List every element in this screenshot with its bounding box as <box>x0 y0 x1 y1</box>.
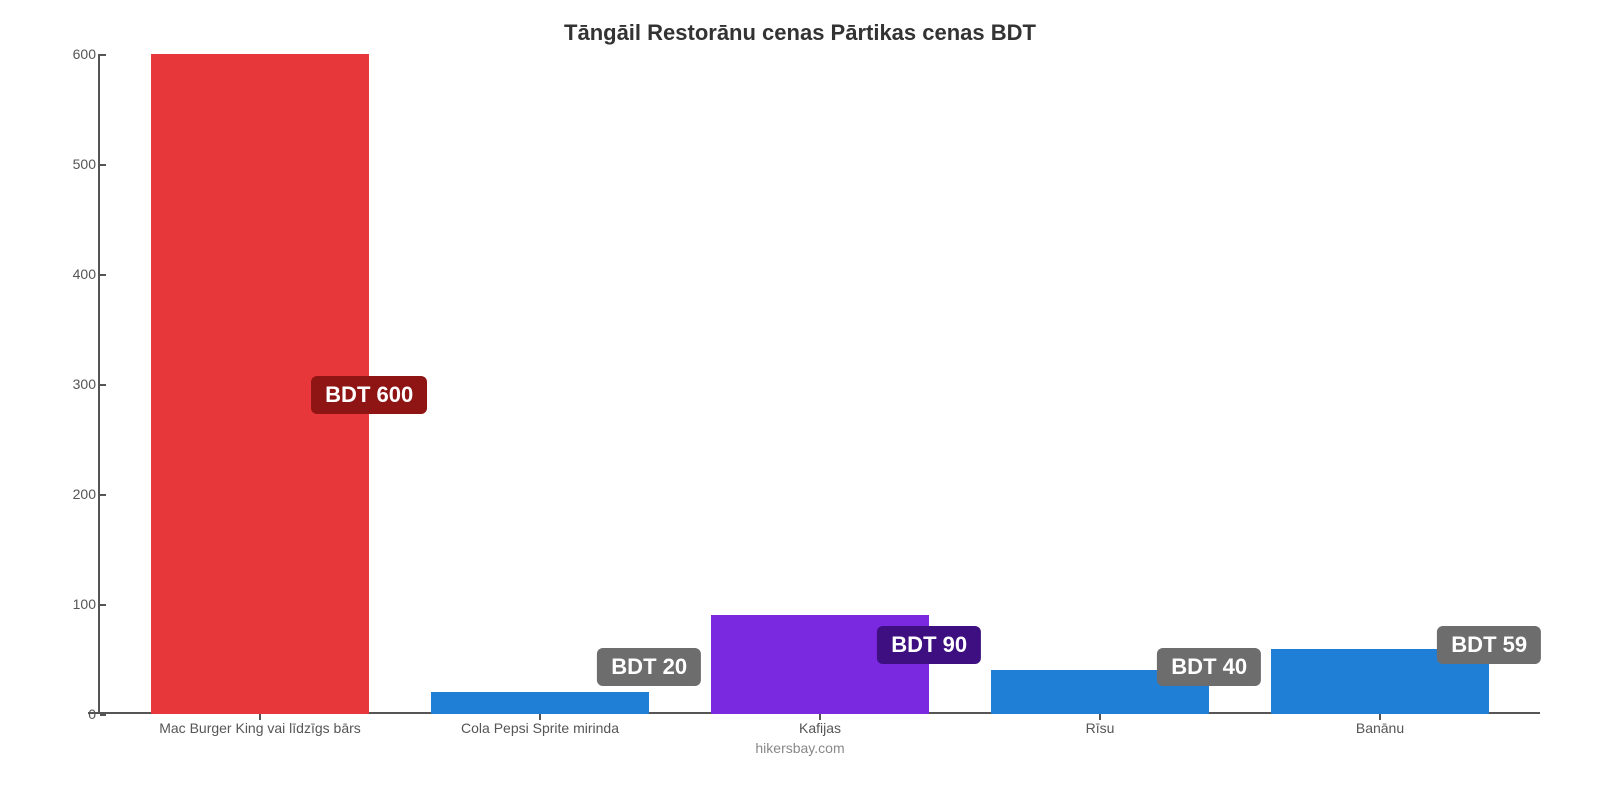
y-tick-label: 100 <box>50 596 96 612</box>
x-axis-label: Rīsu <box>960 720 1240 736</box>
x-tick <box>1379 714 1381 720</box>
attribution-text: hikersbay.com <box>40 740 1560 756</box>
bar-value-badge: BDT 20 <box>597 648 701 686</box>
chart-plot-area: BDT 600BDT 20BDT 90BDT 40BDT 59 01002003… <box>100 54 1540 714</box>
bar-value-badge: BDT 600 <box>311 376 427 414</box>
bar: BDT 40 <box>991 670 1209 714</box>
chart-title: Tāngāil Restorānu cenas Pārtikas cenas B… <box>40 20 1560 46</box>
y-tick-label: 200 <box>50 486 96 502</box>
x-tick <box>1099 714 1101 720</box>
x-tick <box>259 714 261 720</box>
bar-slot: BDT 600 <box>120 54 400 714</box>
bar: BDT 600 <box>151 54 369 714</box>
bar-slot: BDT 90 <box>680 54 960 714</box>
y-tick-label: 500 <box>50 156 96 172</box>
bars-area: BDT 600 BDT 20 BDT 90 BDT 40 BDT 59 <box>100 54 1540 714</box>
bar-slot: BDT 20 <box>400 54 680 714</box>
x-tick <box>539 714 541 720</box>
x-axis-label: Banānu <box>1240 720 1520 736</box>
x-axis-label: Kafijas <box>680 720 960 736</box>
y-tick-label: 400 <box>50 266 96 282</box>
bar: BDT 20 <box>431 692 649 714</box>
y-tick-label: 0 <box>50 706 96 722</box>
y-tick-label: 600 <box>50 46 96 62</box>
y-tick-label: 300 <box>50 376 96 392</box>
x-axis-label: Cola Pepsi Sprite mirinda <box>400 720 680 736</box>
x-axis-label: Mac Burger King vai līdzīgs bārs <box>120 720 400 736</box>
bar-slot: BDT 40 <box>960 54 1240 714</box>
bar-value-badge: BDT 90 <box>877 626 981 664</box>
bar-value-badge: BDT 40 <box>1157 648 1261 686</box>
bar-value-badge: BDT 59 <box>1437 626 1541 664</box>
chart-container: Tāngāil Restorānu cenas Pārtikas cenas B… <box>0 0 1600 800</box>
bar-slot: BDT 59 <box>1240 54 1520 714</box>
x-tick <box>819 714 821 720</box>
bar: BDT 90 <box>711 615 929 714</box>
bar: BDT 59 <box>1271 649 1489 714</box>
